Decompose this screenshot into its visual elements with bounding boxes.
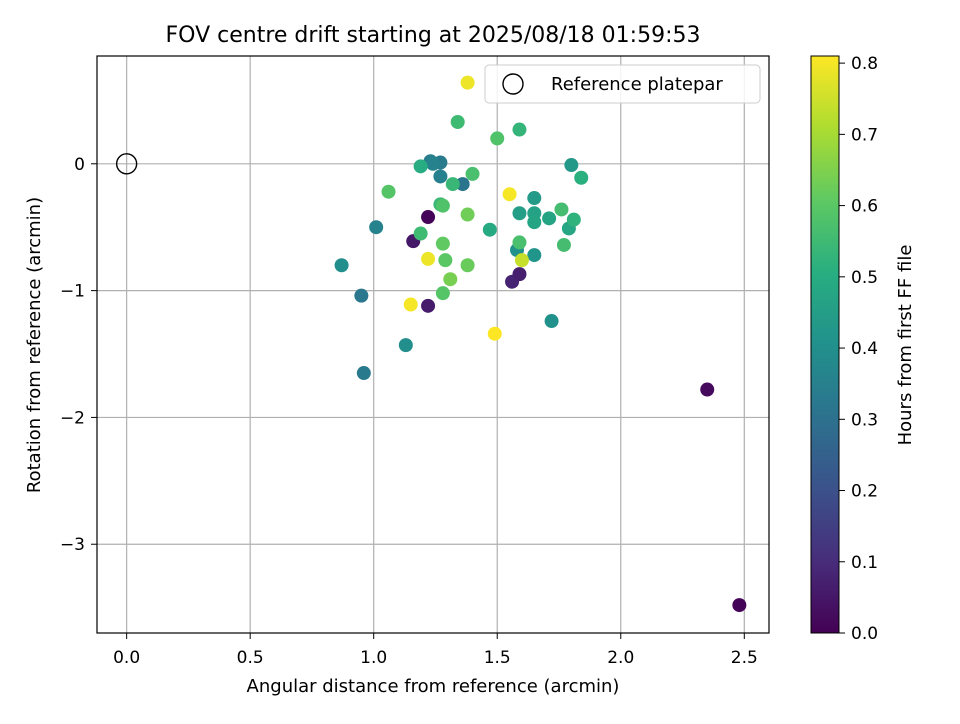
legend: Reference platepar bbox=[484, 64, 761, 104]
data-point bbox=[435, 286, 450, 301]
data-point bbox=[421, 210, 436, 225]
y-tick-label: −3 bbox=[60, 535, 85, 555]
x-tick-label: 2.0 bbox=[607, 648, 634, 668]
y-tick-label: 0 bbox=[74, 155, 85, 175]
colorbar-tick-label: 0.4 bbox=[851, 339, 878, 359]
x-tick-label: 1.5 bbox=[484, 648, 511, 668]
plot-grid bbox=[97, 56, 769, 633]
colorbar-label: Hours from first FF file bbox=[895, 245, 916, 446]
data-point bbox=[514, 253, 529, 268]
data-point bbox=[450, 114, 465, 129]
data-point bbox=[544, 314, 559, 329]
data-point bbox=[354, 288, 369, 303]
y-tick-label: −1 bbox=[60, 282, 85, 302]
colorbar-tick-label: 0.3 bbox=[851, 410, 878, 430]
data-point bbox=[460, 258, 475, 273]
data-point bbox=[438, 253, 453, 268]
data-point bbox=[398, 338, 413, 353]
data-point bbox=[732, 598, 747, 613]
x-axis-ticks: 0.0 0.5 1.0 1.5 2.0 2.5 bbox=[113, 633, 758, 668]
data-point bbox=[413, 226, 428, 241]
data-point bbox=[527, 248, 542, 263]
plot-frame bbox=[96, 55, 770, 634]
x-tick-label: 2.5 bbox=[731, 648, 758, 668]
plot-points bbox=[115, 75, 747, 613]
legend-marker-reference bbox=[502, 73, 524, 95]
data-point bbox=[490, 131, 505, 146]
y-axis-label: Rotation from reference (arcmin) bbox=[24, 197, 45, 493]
colorbar-tick-label: 0.1 bbox=[851, 553, 878, 573]
data-point bbox=[512, 206, 527, 221]
x-axis-label: Angular distance from reference (arcmin) bbox=[247, 676, 620, 697]
data-point bbox=[421, 251, 436, 266]
data-point bbox=[527, 215, 542, 230]
data-point bbox=[413, 159, 428, 174]
data-point bbox=[554, 202, 569, 217]
data-point bbox=[482, 222, 497, 237]
data-point bbox=[487, 326, 502, 341]
data-point bbox=[542, 211, 557, 226]
chart-title: FOV centre drift starting at 2025/08/18 … bbox=[166, 23, 701, 48]
data-point bbox=[527, 191, 542, 206]
data-point bbox=[556, 237, 571, 252]
data-point bbox=[443, 272, 458, 287]
y-axis-ticks: 0 −1 −2 −3 bbox=[60, 155, 97, 555]
data-point bbox=[512, 122, 527, 137]
data-point bbox=[502, 187, 517, 202]
data-point bbox=[433, 169, 448, 184]
legend-label: Reference platepar bbox=[551, 74, 723, 95]
colorbar-tick-label: 0.8 bbox=[851, 54, 878, 74]
data-point bbox=[512, 235, 527, 250]
reference-point-marker bbox=[115, 153, 138, 175]
data-point bbox=[445, 177, 460, 192]
colorbar-tick-label: 0.5 bbox=[851, 268, 878, 288]
x-tick-label: 0.5 bbox=[237, 648, 264, 668]
data-point bbox=[381, 184, 396, 199]
x-tick-label: 0.0 bbox=[113, 648, 140, 668]
data-point bbox=[421, 298, 436, 313]
data-point bbox=[460, 75, 475, 90]
colorbar-ticks: 0.0 0.1 0.2 0.3 0.4 0.5 0.6 0.7 0.8 bbox=[839, 54, 878, 644]
colorbar-tick-label: 0.6 bbox=[851, 197, 878, 217]
data-point bbox=[566, 212, 581, 227]
data-point bbox=[564, 158, 579, 173]
colorbar-tick-label: 0.2 bbox=[851, 482, 878, 502]
data-point bbox=[574, 170, 589, 185]
data-point bbox=[334, 258, 349, 273]
data-point bbox=[460, 207, 475, 222]
data-point bbox=[435, 236, 450, 251]
data-point bbox=[455, 177, 470, 192]
data-point bbox=[700, 382, 715, 397]
data-point bbox=[403, 297, 418, 312]
legend-box bbox=[484, 64, 761, 104]
data-point bbox=[356, 366, 371, 381]
colorbar bbox=[810, 55, 840, 634]
data-point bbox=[426, 156, 440, 171]
x-tick-label: 1.0 bbox=[360, 648, 387, 668]
data-point bbox=[369, 220, 384, 235]
colorbar-tick-label: 0.0 bbox=[851, 624, 878, 644]
y-tick-label: −2 bbox=[60, 408, 85, 428]
data-point bbox=[512, 267, 527, 282]
data-point bbox=[465, 166, 480, 181]
data-point bbox=[435, 198, 450, 213]
colorbar-tick-label: 0.7 bbox=[851, 125, 878, 145]
